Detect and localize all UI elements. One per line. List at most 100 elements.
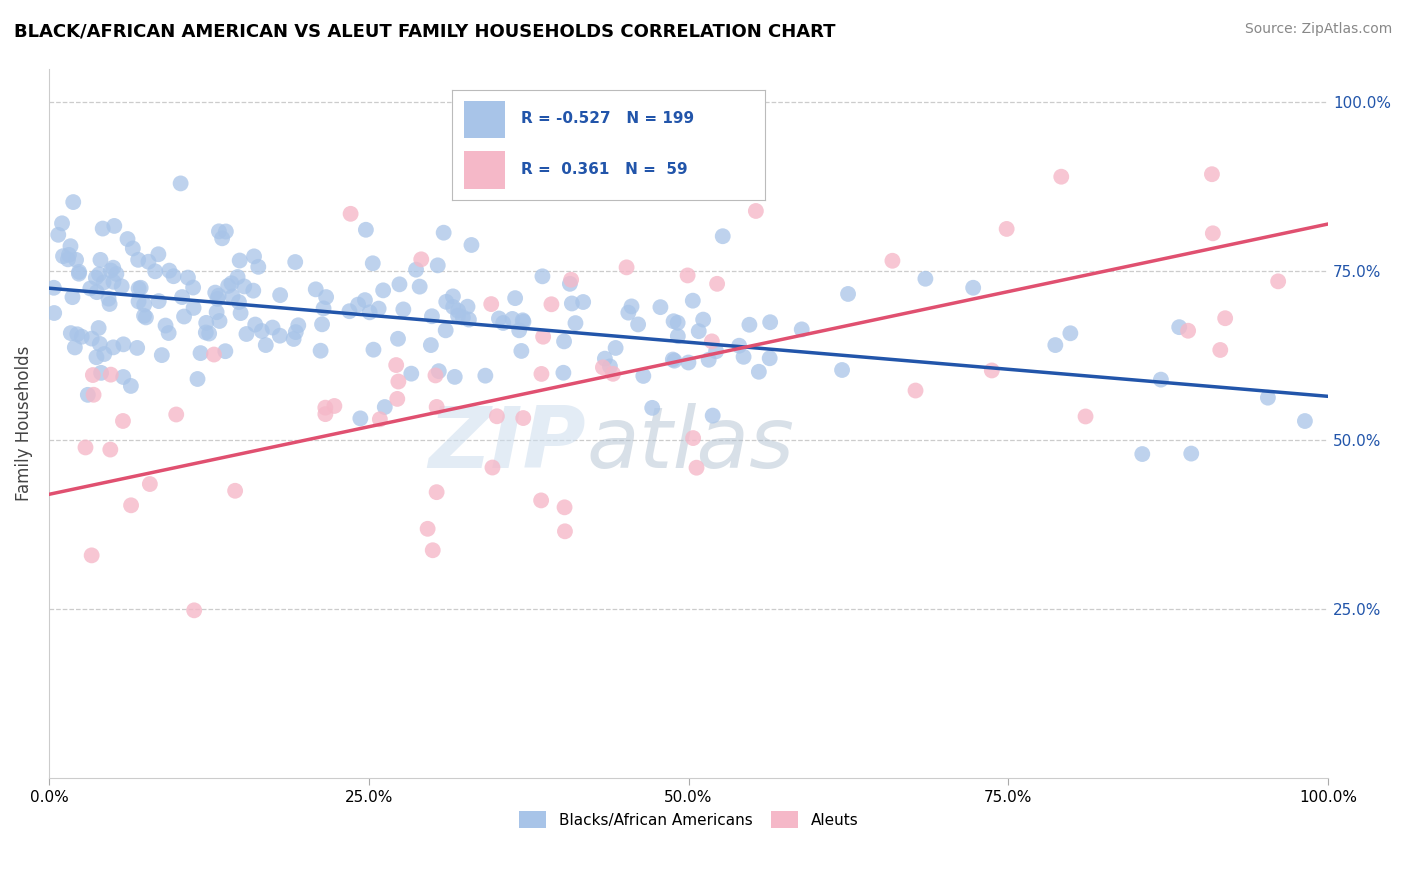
Point	[63, 340, 86, 354]
Point	[530, 367, 553, 381]
Point	[76, 388, 98, 402]
Point	[510, 343, 533, 358]
Point	[553, 366, 575, 380]
Point	[215, 225, 238, 239]
Point	[86, 285, 108, 300]
Point	[100, 368, 122, 382]
Point	[262, 320, 284, 334]
Point	[411, 252, 433, 267]
Point	[157, 263, 180, 277]
Point	[592, 360, 614, 375]
Point	[676, 268, 699, 283]
Point	[121, 242, 143, 256]
Point	[269, 288, 291, 302]
Point	[157, 326, 180, 340]
Point	[217, 278, 239, 293]
Point	[385, 358, 408, 372]
Point	[711, 229, 734, 244]
Point	[433, 226, 456, 240]
Point	[269, 328, 291, 343]
Point	[208, 224, 231, 238]
Y-axis label: Family Households: Family Households	[15, 346, 32, 501]
Point	[572, 295, 595, 310]
Point	[560, 273, 582, 287]
Point	[692, 312, 714, 326]
Point	[148, 294, 170, 309]
Point	[169, 177, 191, 191]
Point	[97, 292, 120, 306]
Point	[704, 344, 727, 359]
Point	[311, 318, 333, 332]
Point	[531, 329, 554, 343]
Point	[616, 260, 638, 275]
Point	[540, 297, 562, 311]
Point	[284, 325, 307, 339]
Point	[1202, 227, 1225, 241]
Point	[87, 321, 110, 335]
Point	[59, 326, 82, 340]
Point	[202, 347, 225, 361]
Point	[553, 334, 575, 349]
Point	[93, 276, 115, 290]
Point	[1209, 343, 1232, 357]
Point	[128, 281, 150, 295]
Point	[1045, 338, 1067, 352]
Point	[75, 441, 97, 455]
Point	[1267, 274, 1289, 288]
Point	[558, 277, 581, 291]
Point	[103, 260, 125, 275]
Point	[1294, 414, 1316, 428]
Point	[531, 269, 554, 284]
Point	[662, 352, 685, 367]
Point	[245, 318, 267, 332]
Point	[627, 318, 650, 332]
Point	[211, 231, 233, 245]
Point	[392, 302, 415, 317]
Point	[481, 460, 503, 475]
Point	[228, 295, 250, 310]
Point	[312, 301, 335, 316]
Point	[347, 297, 370, 311]
Point	[89, 337, 111, 351]
Point	[1130, 447, 1153, 461]
Point	[339, 304, 361, 318]
Point	[682, 431, 704, 445]
Point	[387, 375, 409, 389]
Point	[706, 277, 728, 291]
Point	[447, 309, 470, 323]
Point	[492, 316, 515, 330]
Point	[148, 247, 170, 261]
Point	[664, 353, 686, 368]
Point	[52, 249, 75, 263]
Point	[226, 270, 249, 285]
Point	[183, 603, 205, 617]
Point	[387, 392, 409, 406]
Point	[235, 326, 257, 341]
Point	[134, 298, 156, 312]
Point	[120, 498, 142, 512]
Point	[183, 301, 205, 315]
Point	[1059, 326, 1081, 341]
Point	[650, 300, 672, 314]
Point	[882, 253, 904, 268]
Point	[129, 281, 152, 295]
Point	[323, 399, 346, 413]
Point	[733, 350, 755, 364]
Point	[501, 312, 523, 326]
Point	[980, 363, 1002, 377]
Point	[354, 223, 377, 237]
Point	[65, 252, 87, 267]
Point	[512, 315, 534, 329]
Point	[367, 301, 389, 316]
Point	[305, 282, 328, 296]
Point	[155, 318, 177, 333]
Point	[98, 442, 121, 457]
Point	[1177, 324, 1199, 338]
Point	[617, 305, 640, 319]
Point	[508, 323, 530, 337]
Point	[250, 324, 273, 338]
Point	[283, 332, 305, 346]
Point	[914, 271, 936, 285]
Point	[117, 232, 139, 246]
Point	[831, 363, 853, 377]
